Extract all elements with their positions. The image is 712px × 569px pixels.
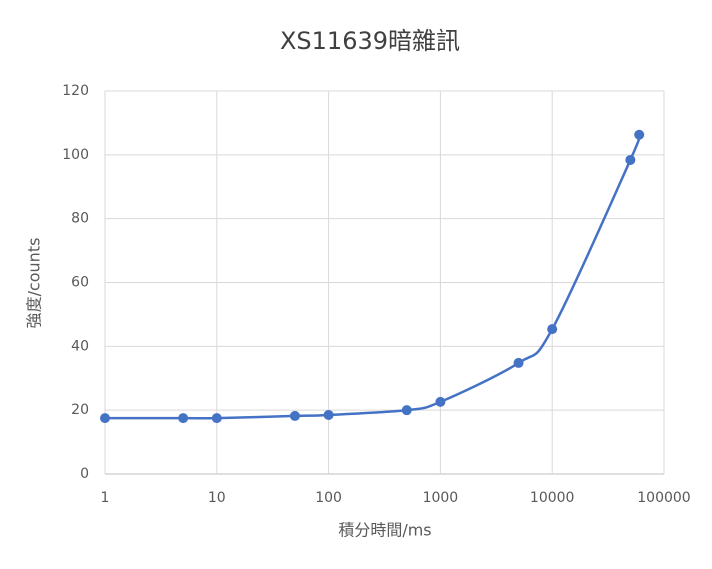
marker xyxy=(289,410,300,421)
x-tick-label: 100 xyxy=(315,490,342,506)
y-tick-label: 60 xyxy=(71,275,89,291)
marker xyxy=(100,413,110,424)
marker xyxy=(211,413,222,424)
y-axis-title: 強度/counts xyxy=(25,238,44,329)
line xyxy=(105,134,641,420)
marker xyxy=(513,357,524,368)
y-tick-label: 100 xyxy=(62,147,89,163)
marker xyxy=(435,396,446,407)
x-axis-title: 積分時間/ms xyxy=(338,521,431,540)
x-tick-label: 1 xyxy=(101,490,110,506)
marker xyxy=(634,129,645,140)
y-tick-label: 20 xyxy=(71,402,89,418)
x-tick-label: 10000 xyxy=(530,490,575,506)
marker xyxy=(178,413,189,424)
marker xyxy=(625,154,636,165)
x-tick-label: 1000 xyxy=(423,490,459,506)
x-tick-label: 100000 xyxy=(637,490,690,506)
marker xyxy=(401,405,412,416)
x-tick-label: 10 xyxy=(208,490,226,506)
chart-title: XS11639暗雜訊 xyxy=(280,27,460,55)
y-tick-label: 80 xyxy=(71,211,89,227)
y-tick-label: 40 xyxy=(71,338,89,354)
y-tick-label: 0 xyxy=(80,466,89,482)
marker xyxy=(547,324,558,335)
marker xyxy=(323,409,334,420)
y-tick-label: 120 xyxy=(62,83,89,99)
